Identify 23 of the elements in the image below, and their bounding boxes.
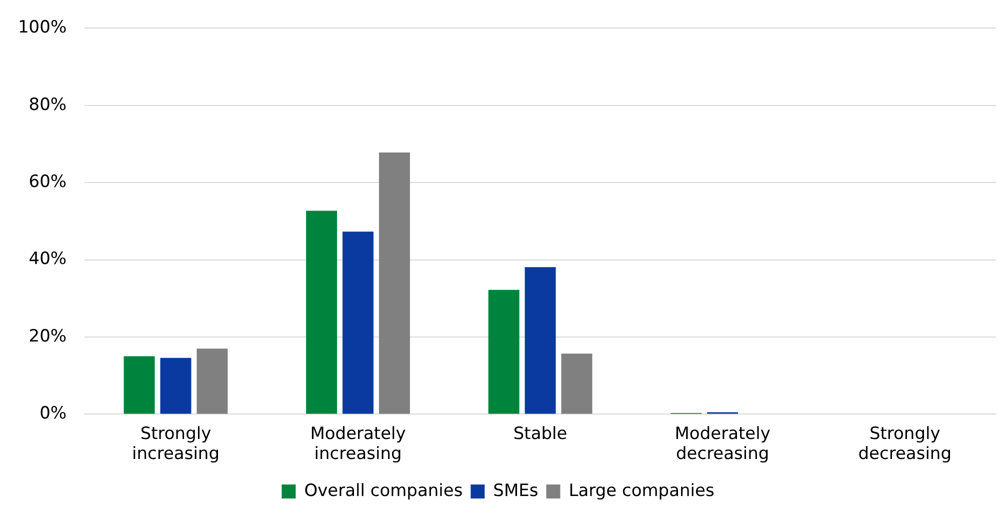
bar [306, 210, 338, 414]
y-tick-label: 0% [40, 404, 67, 424]
bar [124, 356, 155, 414]
legend-label: Overall companies [304, 480, 463, 501]
bar [561, 354, 592, 414]
y-tick-label: 60% [28, 172, 67, 192]
y-tick-label: 40% [28, 249, 67, 270]
y-tick-label: 100% [18, 18, 67, 38]
bar [488, 290, 520, 414]
bar [196, 348, 228, 414]
x-tick-label: Stable [513, 424, 568, 444]
legend-label: Large companies [568, 480, 714, 501]
bar [160, 358, 192, 414]
y-tick-label: 80% [28, 94, 67, 115]
bar [378, 152, 410, 414]
y-tick-label: 20% [28, 326, 67, 346]
bar [342, 232, 374, 414]
x-tick-label: Strongly increasing [132, 424, 220, 464]
x-tick-label: Moderately decreasing [674, 424, 770, 464]
legend-label: SMEs [493, 480, 538, 501]
x-tick-label: Moderately increasing [310, 424, 406, 464]
x-tick-label: Strongly decreasing [858, 424, 952, 464]
bar [524, 267, 556, 414]
